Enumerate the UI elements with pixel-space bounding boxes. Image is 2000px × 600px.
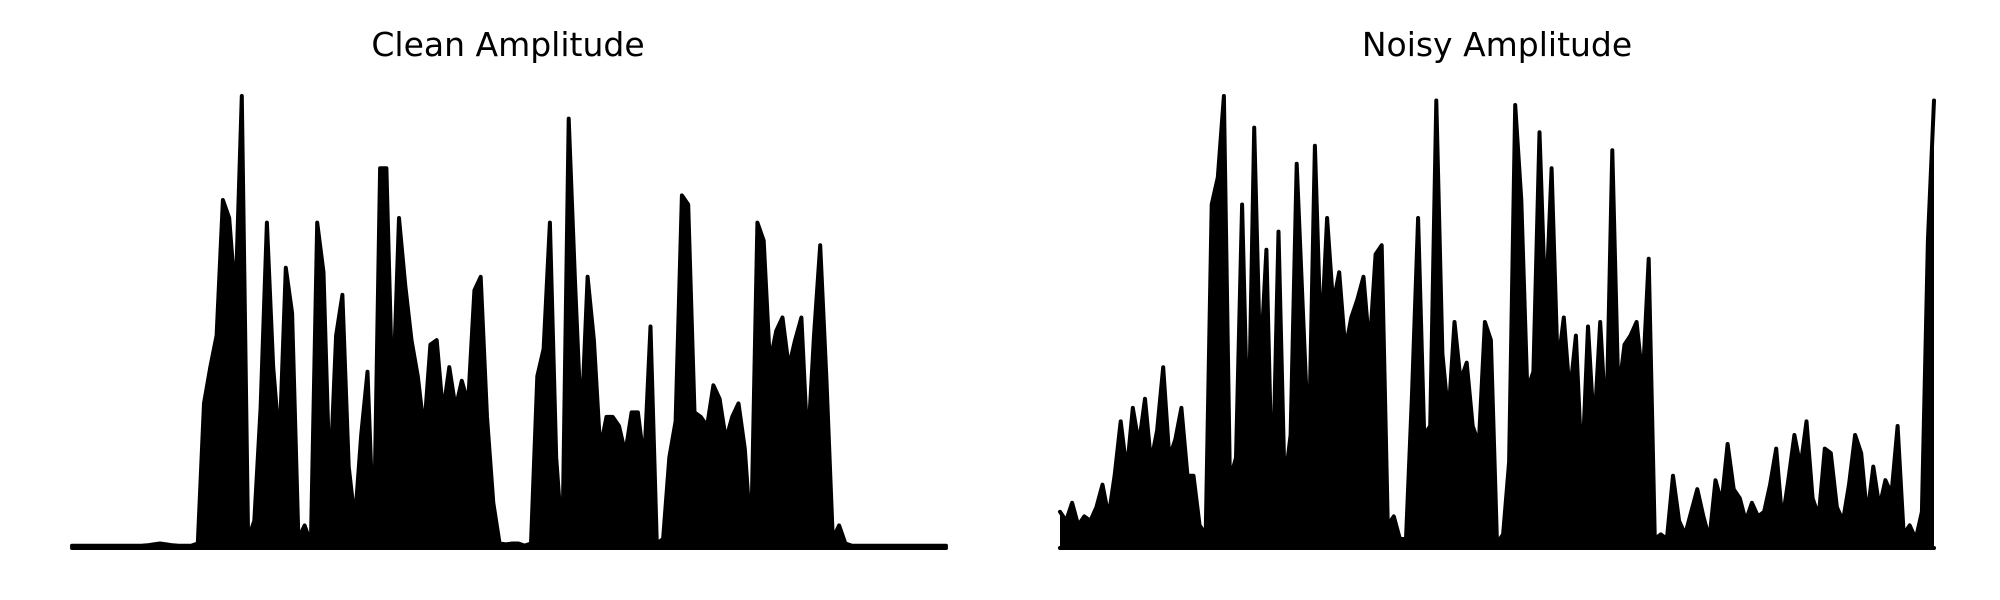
chart-title-noisy: Noisy Amplitude	[1362, 25, 1632, 64]
plot-area-clean	[70, 94, 948, 550]
clean-amplitude-trace-line	[70, 94, 948, 548]
noisy-amplitude-trace-line	[1058, 94, 1936, 546]
chart-noisy-amplitude: Noisy Amplitude	[1058, 25, 1936, 550]
chart-title-clean: Clean Amplitude	[371, 25, 644, 64]
chart-clean-amplitude: Clean Amplitude	[70, 25, 948, 550]
noisy-amplitude-trace-fill	[1060, 96, 1934, 548]
plot-area-noisy	[1058, 94, 1936, 550]
